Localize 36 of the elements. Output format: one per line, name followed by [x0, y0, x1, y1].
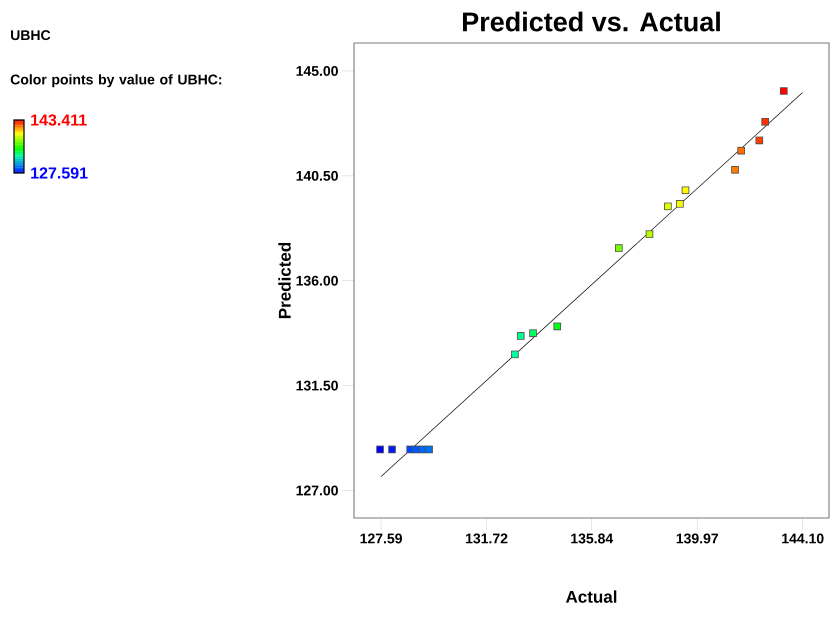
x-tick-label: 135.84: [571, 534, 614, 544]
point: [780, 87, 788, 95]
x-tick-label: 131.72: [466, 534, 508, 544]
point: [646, 230, 654, 238]
x-tick-label: 127.59: [360, 534, 402, 544]
y-tick-label: 145.00: [296, 66, 338, 76]
point: [516, 332, 525, 340]
y-tick-label: 131.50: [296, 380, 338, 391]
point: [761, 118, 769, 126]
point: [664, 202, 672, 210]
chart-title: Predicted vs. Actual: [463, 12, 720, 32]
y-axis-title: Predicted: [278, 242, 291, 318]
x-axis-title: Actual: [566, 590, 616, 603]
point: [412, 446, 420, 454]
color-bar-label: 143.411: [31, 114, 87, 126]
x-tick-label: 139.97: [676, 534, 718, 544]
point: [529, 329, 537, 337]
color-bar-title: Color points by value of UBHC:: [10, 74, 222, 88]
x-tick-label: 144.10: [782, 534, 824, 544]
text: UBHC: [11, 30, 50, 40]
point: [388, 446, 396, 454]
point: [755, 136, 764, 144]
point: [615, 244, 623, 252]
y-tick-label: 140.50: [296, 170, 338, 181]
point: [676, 200, 684, 208]
point: [418, 446, 426, 454]
y-tick-label: 127.00: [296, 486, 338, 496]
point: [553, 322, 562, 330]
point: [737, 146, 745, 154]
point: [682, 186, 690, 194]
point: [731, 166, 739, 174]
point: [376, 446, 384, 454]
point: [425, 446, 433, 454]
point: [511, 350, 519, 358]
y-tick-label: 136.00: [296, 276, 338, 286]
color-bar-label: 127.591: [31, 167, 88, 179]
